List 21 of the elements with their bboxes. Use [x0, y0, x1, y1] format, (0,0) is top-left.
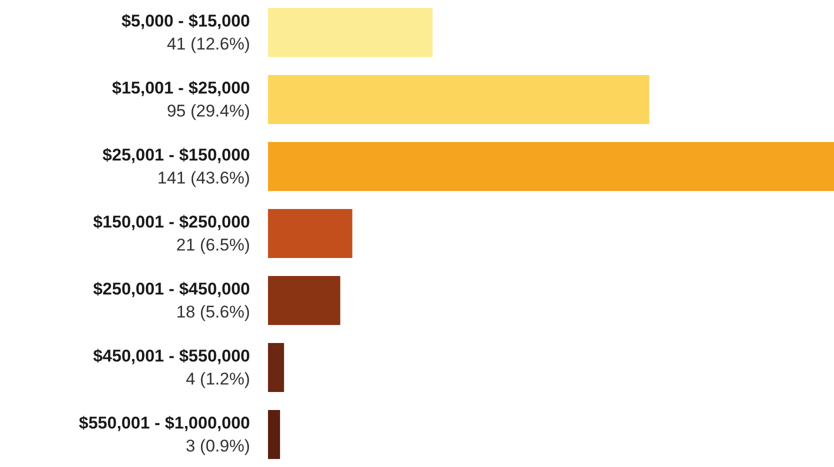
y-tick-label: $25,001 - $150,000: [102, 146, 250, 164]
data-label: 4 (1.2%): [186, 370, 250, 389]
bar: [268, 142, 834, 191]
bar: [268, 209, 352, 258]
data-label: 18 (5.6%): [176, 302, 250, 322]
data-label: 95 (29.4%): [166, 101, 250, 120]
data-label: 21 (6.5%): [176, 236, 250, 254]
y-tick-label: $5,000 - $15,000: [121, 11, 250, 30]
bar: [268, 276, 340, 325]
y-tick-label: $150,001 - $250,000: [93, 212, 250, 232]
data-label: 41 (12.6%): [166, 34, 250, 54]
y-tick-label: $450,001 - $550,000: [93, 346, 250, 366]
y-tick-label: $550,001 - $1,000,000: [78, 414, 250, 433]
bar: [268, 75, 650, 124]
y-tick-label: $250,001 - $450,000: [93, 280, 250, 298]
data-label: 141 (43.6%): [157, 168, 250, 188]
bar: [268, 8, 433, 57]
bar: [268, 410, 280, 459]
data-label: 3 (0.9%): [186, 436, 250, 456]
bar: [268, 343, 284, 392]
y-tick-label: $15,001 - $25,000: [112, 78, 250, 98]
